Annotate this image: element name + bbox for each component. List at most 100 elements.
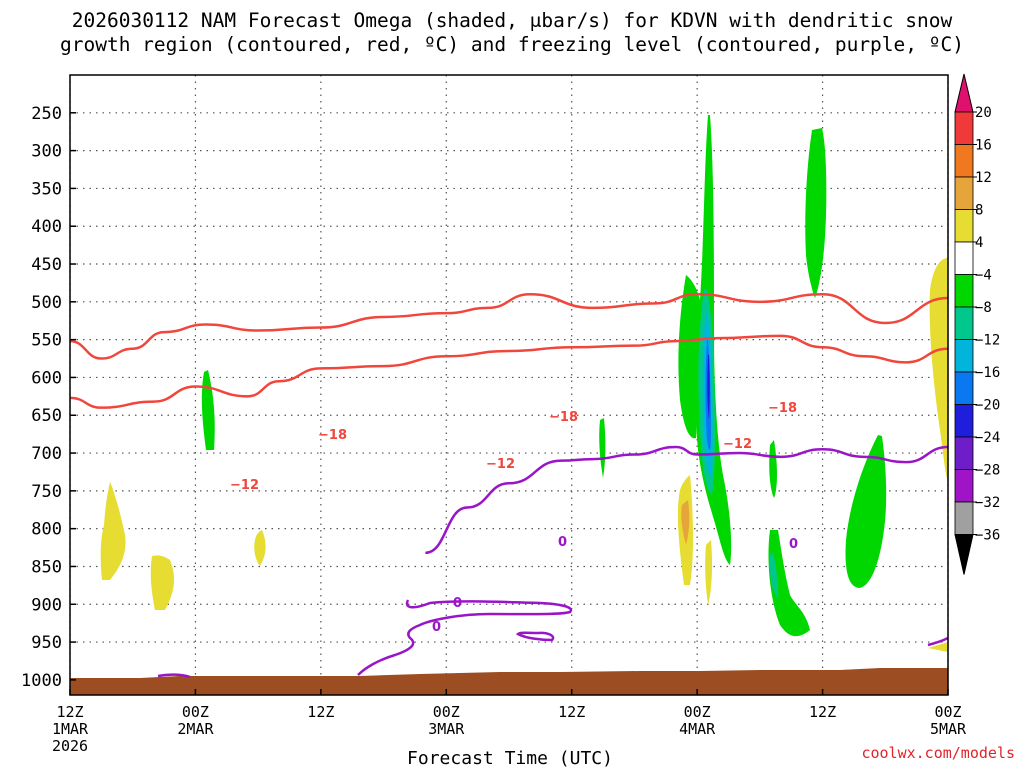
x-tick-label: 5MAR	[930, 720, 967, 738]
colorbar-label: −8	[975, 300, 992, 316]
colorbar-label: −28	[975, 463, 1000, 479]
colorbar-label: −12	[975, 333, 1000, 349]
colorbar-swatch	[954, 144, 974, 178]
colorbar-label: 8	[975, 203, 983, 219]
colorbar-swatch	[954, 274, 974, 308]
y-tick-label: 250	[31, 104, 62, 124]
colorbar-swatch	[954, 306, 974, 340]
freezing-level-contour-lower	[357, 599, 573, 676]
freezing-level-contour-line	[425, 445, 948, 555]
omega-negative-blob	[678, 275, 700, 439]
contour-label-freezing: 0	[432, 620, 441, 635]
contour-label-minus12: −12	[230, 478, 259, 493]
contour-label-freezing: 0	[789, 537, 798, 552]
y-axis: 250 300 350 400 450 500 550 600 650 700 750 800 850 9…	[21, 104, 76, 691]
colorbar-bottom-arrow	[954, 534, 974, 575]
x-tick-label: 12Z	[558, 703, 585, 721]
omega-negative-blob	[769, 440, 777, 498]
y-tick-label: 800	[31, 520, 62, 540]
omega-positive-blob	[254, 530, 266, 566]
contour-label-minus12: −12	[486, 457, 515, 472]
omega-positive-blob	[681, 500, 690, 545]
colorbar-label: 16	[975, 138, 992, 154]
x-tick-label: 00Z	[433, 703, 460, 721]
colorbar-swatch	[954, 371, 974, 405]
x-tick-label: 4MAR	[679, 720, 716, 738]
x-tick-label: 1MAR	[52, 720, 89, 738]
colorbar-label: −24	[975, 430, 1000, 446]
colorbar-label: −36	[975, 528, 1000, 544]
y-tick-label: 400	[31, 217, 62, 237]
contour-label-minus18: −18	[318, 428, 347, 443]
colorbar-label: 4	[975, 235, 983, 251]
colorbar: 20 16 12 8 4 −4 −8 −12 −16 −20 −24 −28 −32 −36	[954, 73, 1000, 575]
plot-frame	[69, 74, 949, 696]
dgz-contour-line	[70, 334, 948, 409]
chart-title-line-2: growth region (contoured, red, ºC) and f…	[60, 33, 964, 56]
omega-negative-blob	[599, 418, 606, 478]
y-tick-label: 1000	[21, 671, 62, 691]
terrain-surface	[70, 668, 948, 695]
contour-label-freezing: 0	[453, 596, 462, 611]
dgz-contour-line	[70, 293, 948, 360]
colorbar-swatch	[954, 469, 974, 503]
contour-lines	[70, 293, 948, 555]
omega-negative-blob	[201, 370, 215, 450]
x-axis-title: Forecast Time (UTC)	[407, 748, 613, 768]
colorbar-label: −16	[975, 365, 1000, 381]
omega-negative-core	[769, 552, 779, 600]
y-tick-label: 300	[31, 142, 62, 162]
chart-title-line-1: 2026030112 NAM Forecast Omega (shaded, μ…	[71, 9, 953, 32]
colorbar-swatch	[954, 241, 974, 275]
omega-negative-core	[707, 355, 710, 420]
contour-label-minus18: −18	[768, 401, 797, 416]
y-tick-label: 550	[31, 331, 62, 351]
colorbar-swatch	[954, 436, 974, 470]
omega-positive-blob	[705, 540, 712, 605]
omega-positive-blob	[150, 555, 175, 610]
y-tick-label: 700	[31, 444, 62, 464]
x-tick-label: 00Z	[684, 703, 711, 721]
x-tick-label: 2026	[52, 737, 88, 755]
omega-positive-blob	[928, 642, 948, 652]
contour-label-minus12: −12	[723, 437, 752, 452]
freezing-level-contour-loop	[515, 631, 555, 642]
colorbar-top-arrow	[954, 73, 974, 113]
contour-label-minus18: −18	[549, 410, 578, 425]
omega-positive-blob	[929, 258, 948, 480]
colorbar-label: 12	[975, 170, 992, 186]
colorbar-swatch	[954, 209, 974, 243]
colorbar-swatch	[954, 176, 974, 210]
x-tick-label: 12Z	[307, 703, 334, 721]
colorbar-swatch	[954, 501, 974, 535]
omega-negative-blob	[845, 435, 887, 588]
y-tick-label: 500	[31, 293, 62, 313]
y-tick-label: 600	[31, 368, 62, 388]
x-tick-label: 00Z	[182, 703, 209, 721]
colorbar-swatch	[954, 339, 974, 373]
contour-label-freezing: 0	[558, 535, 567, 550]
colorbar-label: −32	[975, 495, 1000, 511]
omega-negative-blob	[805, 128, 827, 298]
freezing-level-contour-surface	[157, 673, 191, 679]
x-tick-label: 3MAR	[428, 720, 465, 738]
colorbar-label: 20	[975, 105, 992, 121]
x-tick-label: 12Z	[56, 703, 83, 721]
y-tick-label: 350	[31, 179, 62, 199]
y-tick-label: 750	[31, 482, 62, 502]
x-tick-label: 00Z	[934, 703, 961, 721]
omega-shading	[100, 115, 948, 652]
y-tick-label: 450	[31, 255, 62, 275]
colorbar-swatch	[954, 111, 974, 145]
omega-positive-blob	[100, 482, 126, 580]
y-tick-label: 900	[31, 595, 62, 615]
y-tick-label: 850	[31, 557, 62, 577]
omega-negative-blob	[768, 530, 810, 637]
credit-text: coolwx.com/models	[861, 744, 1015, 762]
x-tick-label: 12Z	[809, 703, 836, 721]
colorbar-label: −4	[975, 268, 992, 284]
y-tick-label: 650	[31, 406, 62, 426]
colorbar-swatch	[954, 404, 974, 438]
